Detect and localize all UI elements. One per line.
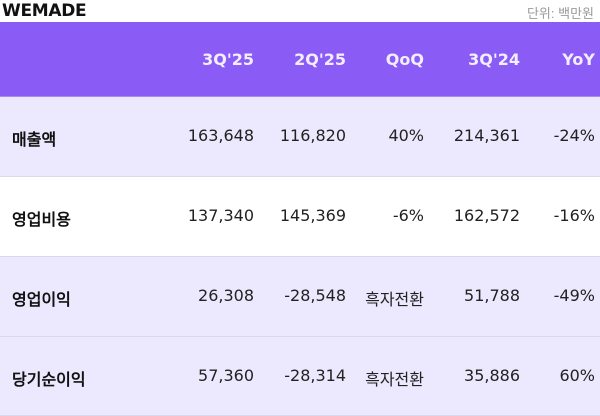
cell-2q25: 116,820 <box>279 126 346 145</box>
table-row-revenue: 매출액 163,648 116,820 40% 214,361 -24% <box>0 97 600 177</box>
cell-qoq: 흑자전환 <box>365 290 424 309</box>
cell-yoy: -49% <box>553 286 595 305</box>
column-header-yoy: YoY <box>562 50 595 69</box>
cell-2q25: 145,369 <box>279 206 346 225</box>
cell-3q25: 57,360 <box>198 366 254 385</box>
cell-3q24: 51,788 <box>464 286 520 305</box>
cell-3q25: 26,308 <box>198 286 254 305</box>
cell-qoq: 40% <box>388 126 424 145</box>
unit-note: 단위: 백만원 <box>526 6 594 21</box>
row-label: 영업이익 <box>12 290 71 309</box>
wemade-logo: WEMADE <box>2 1 87 21</box>
column-header-3q24: 3Q'24 <box>468 50 520 69</box>
cell-qoq: -6% <box>392 206 424 225</box>
cell-yoy: 60% <box>559 366 595 385</box>
table-row-net-income: 당기순이익 57,360 -28,314 흑자전환 35,886 60% <box>0 337 600 416</box>
cell-yoy: -16% <box>553 206 595 225</box>
cell-3q24: 214,361 <box>453 126 520 145</box>
column-header-qoq: QoQ <box>385 50 424 69</box>
cell-3q25: 137,340 <box>187 206 254 225</box>
row-label: 영업비용 <box>12 210 71 229</box>
row-label: 당기순이익 <box>12 370 86 389</box>
row-label: 매출액 <box>12 130 57 149</box>
cell-yoy: -24% <box>553 126 595 145</box>
table-row-operating-expenses: 영업비용 137,340 145,369 -6% 162,572 -16% <box>0 177 600 257</box>
cell-qoq: 흑자전환 <box>365 370 424 389</box>
cell-2q25: -28,548 <box>284 286 346 305</box>
cell-3q24: 162,572 <box>453 206 520 225</box>
column-header-3q25: 3Q'25 <box>202 50 254 69</box>
column-header-2q25: 2Q'25 <box>294 50 346 69</box>
table-header: 3Q'25 2Q'25 QoQ 3Q'24 YoY <box>0 22 600 97</box>
table-row-operating-profit: 영업이익 26,308 -28,548 흑자전환 51,788 -49% <box>0 257 600 337</box>
cell-3q25: 163,648 <box>187 126 254 145</box>
cell-2q25: -28,314 <box>284 366 346 385</box>
top-bar: WEMADE 단위: 백만원 <box>0 0 600 22</box>
cell-3q24: 35,886 <box>464 366 520 385</box>
